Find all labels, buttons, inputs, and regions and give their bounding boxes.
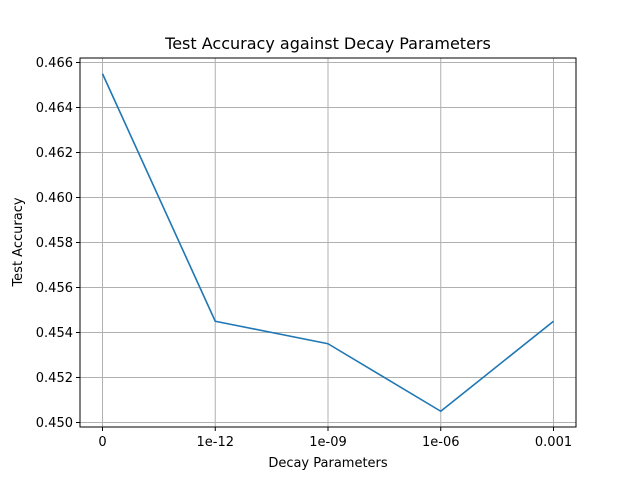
y-tick-label: 0.456 — [36, 281, 73, 296]
series-layer — [101, 73, 554, 413]
x-tick-label: 1e-12 — [196, 435, 234, 450]
chart-title: Test Accuracy against Decay Parameters — [164, 34, 491, 53]
y-tick-label: 0.458 — [36, 236, 73, 251]
y-tick-label: 0.464 — [36, 101, 73, 116]
y-tick-label: 0.454 — [36, 326, 73, 341]
x-tick-label: 0.001 — [535, 435, 572, 450]
x-tick-label: 1e-06 — [422, 435, 460, 450]
y-tick-label: 0.466 — [36, 56, 73, 71]
series-line — [101, 73, 554, 413]
x-tick-label: 0 — [98, 435, 106, 450]
x-axis-label: Decay Parameters — [268, 456, 388, 471]
y-tick-label: 0.462 — [36, 146, 73, 161]
y-tick-label: 0.452 — [36, 371, 73, 386]
x-axis-ticks: 0 1e-12 1e-09 1e-06 0.001 — [98, 427, 572, 450]
grid — [80, 58, 576, 427]
y-axis-label: Test Accuracy — [11, 197, 26, 287]
y-tick-label: 0.450 — [36, 416, 73, 431]
x-tick-label: 1e-09 — [309, 435, 347, 450]
y-tick-label: 0.460 — [36, 191, 73, 206]
y-axis-ticks: 0.450 0.452 0.454 0.456 0.458 0.460 0.462 0.464… — [36, 56, 80, 431]
